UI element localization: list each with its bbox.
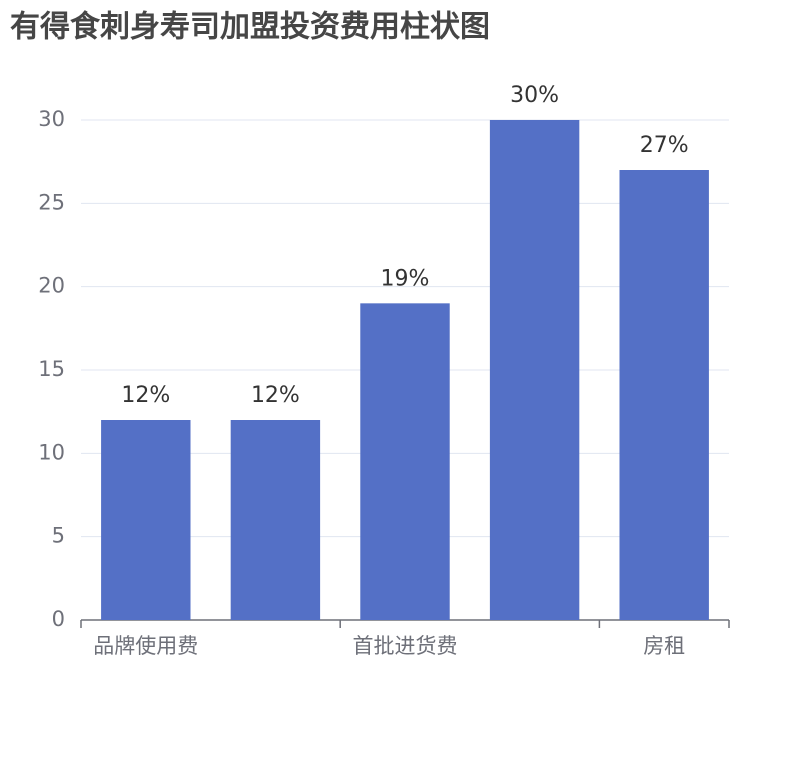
value-label: 27% [640, 133, 689, 158]
chart-title: 有得食刺身寿司加盟投资费用柱状图 [10, 10, 490, 45]
y-tick-label: 20 [38, 274, 65, 298]
y-tick-label: 5 [52, 524, 65, 548]
x-tick-label: 首批进货费 [353, 634, 458, 658]
bar [619, 170, 709, 620]
bar [489, 120, 580, 620]
value-label: 12% [121, 383, 170, 408]
y-tick-label: 25 [38, 190, 65, 214]
value-label: 30% [510, 83, 559, 108]
y-tick-label: 30 [38, 107, 65, 131]
y-tick-label: 15 [38, 357, 65, 381]
y-tick-label: 10 [38, 440, 65, 464]
bar [230, 420, 321, 620]
bar [101, 420, 191, 620]
y-tick-label: 0 [52, 607, 65, 631]
bar [360, 303, 450, 620]
x-tick-label: 房租 [643, 634, 685, 658]
value-label: 12% [251, 383, 300, 408]
value-label: 19% [381, 266, 430, 291]
x-tick-label: 品牌使用费 [93, 634, 198, 658]
